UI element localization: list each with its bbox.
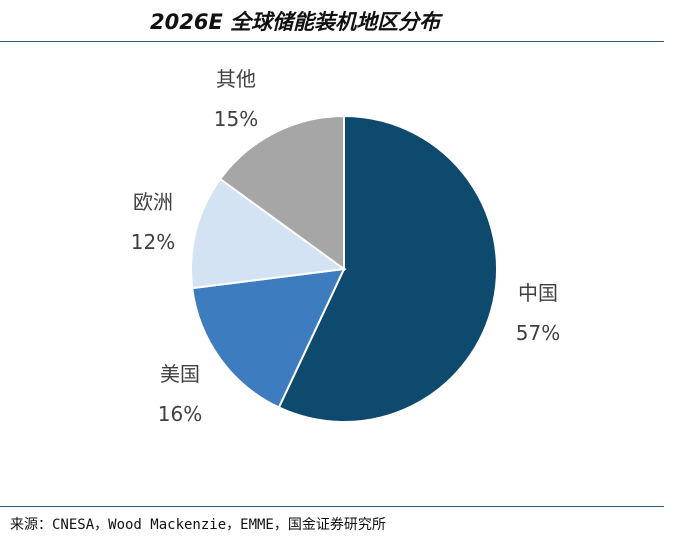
slice-percent-label: 12%: [131, 230, 175, 254]
footer-divider: [0, 506, 664, 507]
slice-percent-label: 57%: [516, 321, 560, 345]
slice-percent-label: 15%: [214, 107, 258, 131]
slice-percent-label: 16%: [158, 402, 202, 426]
pie-chart: 中国 57% 美国 16% 欧洲 12% 其他 15%: [131, 67, 560, 426]
slice-name-label: 美国: [160, 362, 200, 386]
slice-name-label: 中国: [518, 281, 558, 305]
pie-slice-0: [277, 114, 498, 423]
source-note: 来源：CNESA，Wood Mackenzie，EMME，国金证券研究所: [10, 517, 386, 533]
slice-name-label: 其他: [216, 67, 256, 91]
pie-slice-1: [191, 267, 346, 409]
pie-slice-2: [190, 177, 347, 290]
pie-slice-3: [218, 114, 345, 271]
chart-title: 2026E 全球储能装机地区分布: [150, 10, 441, 34]
header-divider: [0, 41, 664, 42]
pie-slices: [190, 114, 498, 423]
slice-name-label: 欧洲: [133, 190, 173, 214]
pie-labels: 中国 57% 美国 16% 欧洲 12% 其他 15%: [131, 67, 560, 426]
